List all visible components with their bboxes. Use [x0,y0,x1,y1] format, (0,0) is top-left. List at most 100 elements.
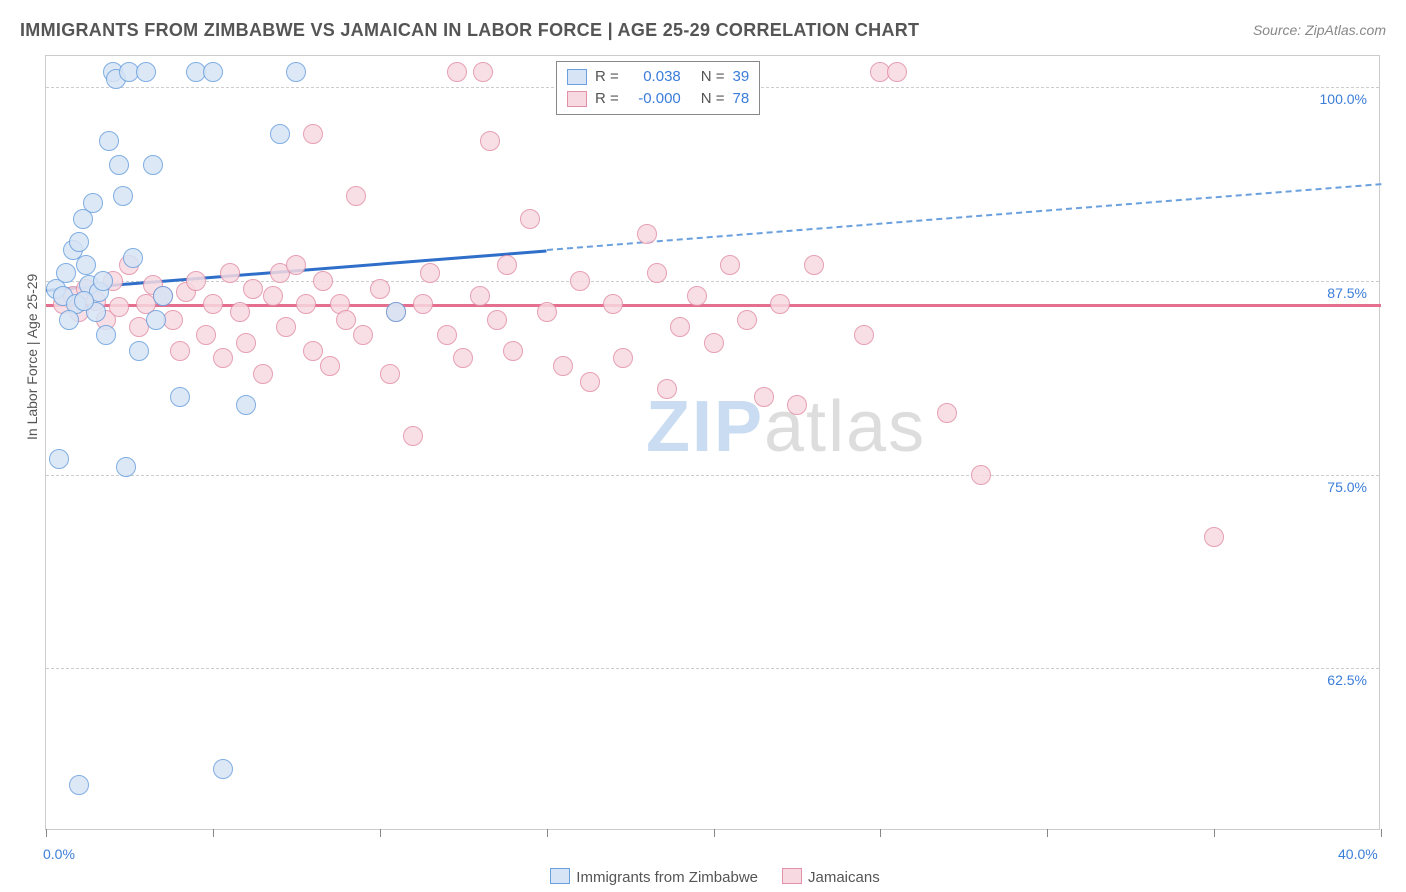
data-point [74,291,94,311]
data-point [59,310,79,330]
data-point [243,279,263,299]
legend-swatch [550,868,570,884]
data-point [787,395,807,415]
data-point [99,131,119,151]
data-point [613,348,633,368]
data-point [230,302,250,322]
data-point [971,465,991,485]
data-point [143,155,163,175]
data-point [346,186,366,206]
data-point [687,286,707,306]
data-point [313,271,333,291]
data-point [236,333,256,353]
data-point [253,364,273,384]
r-label: R = [595,88,619,110]
data-point [93,271,113,291]
r-value: 0.038 [627,66,681,88]
data-point [83,193,103,213]
data-point [1204,527,1224,547]
data-point [937,403,957,423]
data-point [123,248,143,268]
legend-stat-row: R =0.038N =39 [567,66,749,88]
legend-swatch [567,91,587,107]
legend-label: Immigrants from Zimbabwe [576,869,758,886]
data-point [96,325,116,345]
data-point [276,317,296,337]
x-tick [1381,829,1382,837]
data-point [453,348,473,368]
x-tick [1047,829,1048,837]
data-point [386,302,406,322]
data-point [854,325,874,345]
data-point [153,286,173,306]
data-point [69,775,89,795]
data-point [196,325,216,345]
data-point [503,341,523,361]
x-tick [880,829,881,837]
data-point [320,356,340,376]
data-point [447,62,467,82]
data-point [380,364,400,384]
data-point [487,310,507,330]
chart-container: IMMIGRANTS FROM ZIMBABWE VS JAMAICAN IN … [0,0,1406,892]
data-point [657,379,677,399]
data-point [213,348,233,368]
y-axis-label: In Labor Force | Age 25-29 [24,274,40,440]
data-point [49,449,69,469]
watermark: ZIPatlas [646,386,926,468]
data-point [470,286,490,306]
plot-area: ZIPatlas 62.5% 75.0% 87.5% 100.0% [45,55,1380,830]
data-point [286,255,306,275]
x-tick [380,829,381,837]
data-point [370,279,390,299]
data-point [520,209,540,229]
y-tick-label: 87.5% [1327,285,1367,301]
x-max-label: 40.0% [1338,846,1378,862]
data-point [136,62,156,82]
legend-series: Immigrants from Zimbabwe Jamaicans [0,868,1406,886]
r-value: -0.000 [627,88,681,110]
data-point [286,62,306,82]
legend-swatch [782,868,802,884]
legend-label: Jamaicans [808,869,880,886]
data-point [203,294,223,314]
data-point [704,333,724,353]
data-point [113,186,133,206]
data-point [56,263,76,283]
data-point [553,356,573,376]
n-label: N = [701,66,725,88]
data-point [303,124,323,144]
data-point [647,263,667,283]
data-point [537,302,557,322]
gridline [46,668,1379,669]
x-min-label: 0.0% [43,846,75,862]
data-point [213,759,233,779]
chart-title: IMMIGRANTS FROM ZIMBABWE VS JAMAICAN IN … [20,20,919,41]
y-tick-label: 100.0% [1320,91,1367,107]
gridline [46,475,1379,476]
n-value: 78 [733,88,750,110]
data-point [603,294,623,314]
data-point [336,310,356,330]
source-label: Source: ZipAtlas.com [1253,22,1386,38]
data-point [720,255,740,275]
data-point [413,294,433,314]
data-point [737,310,757,330]
data-point [437,325,457,345]
legend-stats: R =0.038N =39R =-0.000N =78 [556,61,760,115]
data-point [270,124,290,144]
data-point [109,155,129,175]
y-tick-label: 75.0% [1327,479,1367,495]
data-point [497,255,517,275]
n-value: 39 [733,66,750,88]
data-point [263,286,283,306]
legend-stat-row: R =-0.000N =78 [567,88,749,110]
data-point [186,271,206,291]
y-tick-label: 62.5% [1327,672,1367,688]
x-tick [46,829,47,837]
data-point [887,62,907,82]
data-point [129,341,149,361]
data-point [403,426,423,446]
data-point [353,325,373,345]
data-point [109,297,129,317]
